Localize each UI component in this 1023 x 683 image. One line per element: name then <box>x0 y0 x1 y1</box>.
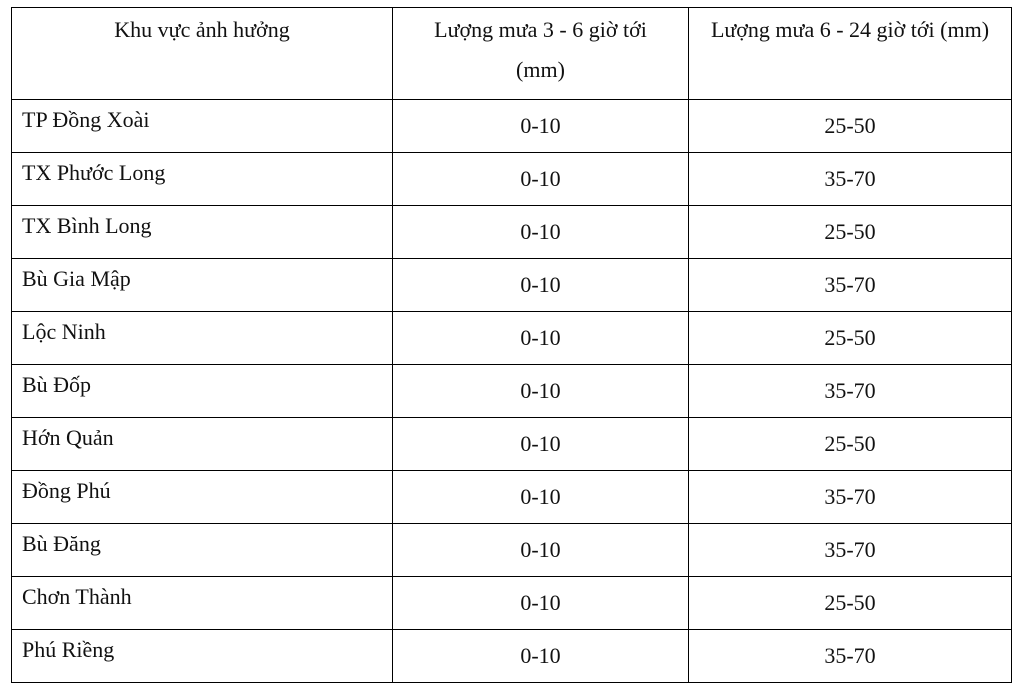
header-cell: Lượng mưa 3 - 6 giờ tới (mm) <box>392 7 689 100</box>
header-cell: Khu vực ảnh hưởng <box>11 7 393 100</box>
rainfall-cell: 25-50 <box>688 417 1012 471</box>
table-body: TP Đồng Xoài 0-10 25-50 TX Phước Long 0-10 35… <box>11 99 1012 683</box>
area-cell: Bù Đăng <box>11 523 393 577</box>
area-cell: TX Phước Long <box>11 152 393 206</box>
table-row: Bù Đốp 0-10 35-70 <box>11 364 1012 418</box>
rainfall-cell: 25-50 <box>688 311 1012 365</box>
table-row: Hớn Quản 0-10 25-50 <box>11 417 1012 471</box>
rainfall-cell: 0-10 <box>392 311 689 365</box>
rainfall-cell: 0-10 <box>392 629 689 683</box>
rainfall-cell: 35-70 <box>688 523 1012 577</box>
table-row: Phú Riềng 0-10 35-70 <box>11 629 1012 683</box>
table-row: Đồng Phú 0-10 35-70 <box>11 470 1012 524</box>
page: {"table": { "header": ["Khu vực ảnh hưởn… <box>11 7 1012 683</box>
area-cell: Hớn Quản <box>11 417 393 471</box>
rainfall-cell: 35-70 <box>688 364 1012 418</box>
rainfall-cell: 0-10 <box>392 576 689 630</box>
area-cell: Bù Đốp <box>11 364 393 418</box>
rainfall-cell: 35-70 <box>688 152 1012 206</box>
table-row: TX Phước Long 0-10 35-70 <box>11 152 1012 206</box>
table-row: Bù Gia Mập 0-10 35-70 <box>11 258 1012 312</box>
rainfall-cell: 0-10 <box>392 417 689 471</box>
rainfall-cell: 0-10 <box>392 523 689 577</box>
area-cell: Phú Riềng <box>11 629 393 683</box>
rainfall-cell: 35-70 <box>688 258 1012 312</box>
area-cell: Đồng Phú <box>11 470 393 524</box>
rainfall-cell: 25-50 <box>688 576 1012 630</box>
rainfall-cell: 35-70 <box>688 470 1012 524</box>
rainfall-cell: 0-10 <box>392 99 689 153</box>
header-row: Khu vực ảnh hưởng Lượng mưa 3 - 6 giờ tới… <box>11 7 1012 100</box>
area-cell: TX Bình Long <box>11 205 393 259</box>
area-cell: Lộc Ninh <box>11 311 393 365</box>
area-cell: TP Đồng Xoài <box>11 99 393 153</box>
rainfall-cell: 0-10 <box>392 152 689 206</box>
header-cell: Lượng mưa 6 - 24 giờ tới (mm) <box>688 7 1012 100</box>
rainfall-cell: 25-50 <box>688 99 1012 153</box>
rainfall-cell: 25-50 <box>688 205 1012 259</box>
table-row: TX Bình Long 0-10 25-50 <box>11 205 1012 259</box>
table-row: TP Đồng Xoài 0-10 25-50 <box>11 99 1012 153</box>
rainfall-cell: 35-70 <box>688 629 1012 683</box>
table-row: Lộc Ninh 0-10 25-50 <box>11 311 1012 365</box>
rainfall-cell: 0-10 <box>392 364 689 418</box>
rainfall-cell: 0-10 <box>392 470 689 524</box>
rainfall-cell: 0-10 <box>392 205 689 259</box>
area-cell: Chơn Thành <box>11 576 393 630</box>
table-row: Bù Đăng 0-10 35-70 <box>11 523 1012 577</box>
rainfall-cell: 0-10 <box>392 258 689 312</box>
rainfall-table: Khu vực ảnh hưởng Lượng mưa 3 - 6 giờ tới… <box>11 7 1012 683</box>
table-row: Chơn Thành 0-10 25-50 <box>11 576 1012 630</box>
area-cell: Bù Gia Mập <box>11 258 393 312</box>
